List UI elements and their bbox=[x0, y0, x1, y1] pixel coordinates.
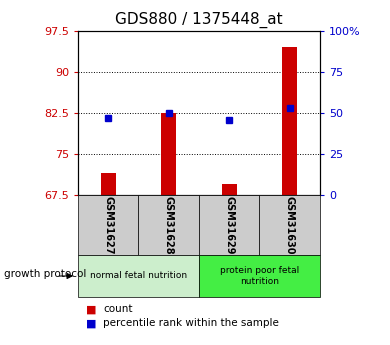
Text: ■: ■ bbox=[86, 305, 96, 314]
Text: ■: ■ bbox=[86, 318, 96, 328]
Bar bbox=[282, 47, 297, 195]
Title: GDS880 / 1375448_at: GDS880 / 1375448_at bbox=[115, 12, 283, 28]
Text: GSM31627: GSM31627 bbox=[103, 196, 113, 254]
Text: GSM31628: GSM31628 bbox=[164, 196, 174, 254]
Text: GSM31629: GSM31629 bbox=[224, 196, 234, 254]
Text: count: count bbox=[103, 305, 133, 314]
Bar bbox=[222, 184, 237, 195]
Text: GSM31630: GSM31630 bbox=[285, 196, 294, 254]
Text: growth protocol: growth protocol bbox=[4, 269, 86, 279]
Bar bbox=[161, 113, 176, 195]
Bar bbox=[101, 173, 116, 195]
Text: percentile rank within the sample: percentile rank within the sample bbox=[103, 318, 279, 328]
Text: protein poor fetal
nutrition: protein poor fetal nutrition bbox=[220, 266, 299, 286]
Text: normal fetal nutrition: normal fetal nutrition bbox=[90, 272, 187, 280]
